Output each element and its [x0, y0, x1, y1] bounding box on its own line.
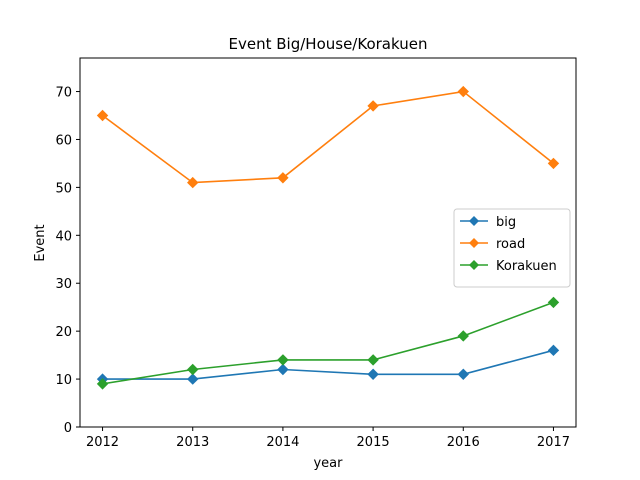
y-axis: 0 10 20 30 40 50 60 70	[55, 86, 80, 436]
data-point	[547, 344, 560, 357]
legend-item: road	[460, 237, 525, 252]
plot-frame	[79, 57, 577, 428]
data-point	[547, 157, 560, 170]
data-point	[187, 373, 199, 385]
data-point	[457, 85, 469, 98]
x-tick-label: 2014	[266, 435, 299, 450]
data-point	[277, 363, 289, 376]
series-line	[102, 301, 554, 385]
y-tick-label: 0	[64, 421, 72, 436]
x-tick-label: 2013	[176, 435, 209, 450]
legend-marker	[469, 216, 479, 226]
y-axis-title: Event	[33, 224, 48, 261]
x-tick-label: 2012	[86, 435, 119, 450]
data-point	[367, 368, 379, 380]
legend-item: big	[460, 215, 516, 230]
data-point	[277, 354, 289, 366]
series-line	[102, 349, 554, 380]
data-point	[187, 363, 199, 376]
data-point	[187, 176, 199, 189]
x-axis-title: year	[313, 456, 343, 471]
legend: big road Korakuen	[453, 208, 571, 288]
legend-marker	[469, 238, 479, 248]
chart-title: Event Big/House/Korakuen	[229, 35, 428, 53]
legend-label: big	[496, 215, 516, 230]
y-tick-label: 60	[55, 133, 72, 148]
legend-box	[453, 208, 571, 288]
y-tick-label: 20	[55, 325, 72, 340]
series-road	[96, 85, 560, 189]
series-layer	[96, 85, 560, 390]
x-tick-label: 2015	[357, 435, 390, 450]
data-point	[96, 378, 109, 390]
y-tick-label: 10	[55, 373, 72, 388]
data-point	[277, 172, 289, 184]
series-line	[102, 90, 554, 184]
x-tick-label: 2016	[447, 435, 480, 450]
data-point	[457, 368, 469, 380]
legend-label: Korakuen	[496, 259, 557, 274]
series-korakuen	[96, 296, 560, 390]
legend-item: Korakuen	[460, 259, 557, 274]
data-point	[367, 354, 379, 366]
data-point	[547, 296, 560, 309]
data-point	[457, 330, 469, 342]
legend-label: road	[496, 237, 525, 252]
y-tick-label: 40	[55, 229, 72, 244]
x-axis: 2012 2013 2014 2015 2016 2017	[86, 427, 570, 450]
y-tick-label: 50	[55, 181, 72, 196]
x-tick-label: 2017	[537, 435, 570, 450]
data-point	[367, 100, 379, 112]
legend-marker	[469, 260, 479, 270]
y-tick-label: 30	[55, 277, 72, 292]
data-point	[96, 109, 109, 122]
y-tick-label: 70	[55, 86, 72, 101]
